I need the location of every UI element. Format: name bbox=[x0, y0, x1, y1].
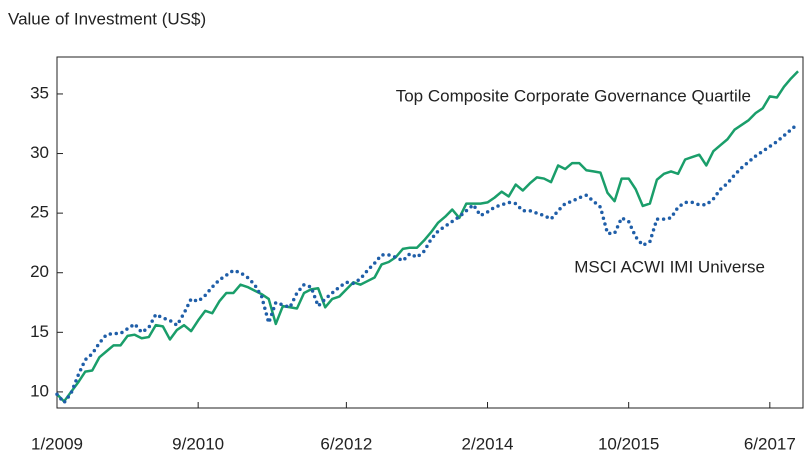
series-line bbox=[56, 70, 799, 403]
y-tick-label: 20 bbox=[30, 262, 49, 281]
x-tick-label: 2/2014 bbox=[462, 434, 514, 453]
y-tick-label: 25 bbox=[30, 203, 49, 222]
plot-frame bbox=[56, 56, 804, 409]
annotation: MSCI ACWI IMI Universe bbox=[574, 257, 765, 276]
y-tick-label: 15 bbox=[30, 322, 49, 341]
x-tick-label: 10/2015 bbox=[598, 434, 659, 453]
x-tick-label: 9/2010 bbox=[172, 434, 224, 453]
y-axis-title: Value of Investment (US$) bbox=[8, 9, 206, 28]
series-line bbox=[55, 121, 800, 405]
x-tick-label: 6/2012 bbox=[320, 434, 372, 453]
x-tick-label: 1/2009 bbox=[31, 434, 83, 453]
y-tick-label: 10 bbox=[30, 381, 49, 400]
y-tick-label: 30 bbox=[30, 143, 49, 162]
annotation: Top Composite Corporate Governance Quart… bbox=[396, 86, 751, 105]
y-tick-label: 35 bbox=[30, 83, 49, 102]
x-tick-label: 6/2017 bbox=[744, 434, 796, 453]
